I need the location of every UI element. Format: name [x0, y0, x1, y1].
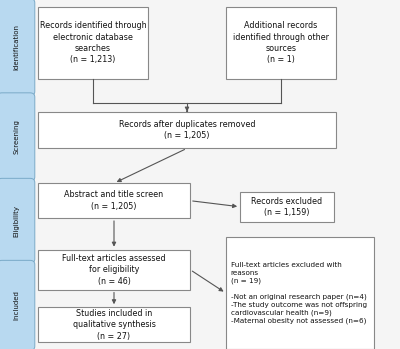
FancyBboxPatch shape: [0, 93, 35, 181]
FancyBboxPatch shape: [38, 307, 190, 342]
FancyBboxPatch shape: [240, 192, 334, 222]
FancyBboxPatch shape: [38, 7, 148, 79]
Text: Full-text articles excluded with
reasons
(n = 19)

-Not an original research pap: Full-text articles excluded with reasons…: [231, 262, 367, 324]
Text: Studies included in
qualitative synthesis
(n = 27): Studies included in qualitative synthesi…: [72, 309, 156, 341]
FancyBboxPatch shape: [0, 178, 35, 263]
Text: Full-text articles assessed
for eligibility
(n = 46): Full-text articles assessed for eligibil…: [62, 254, 166, 285]
Text: Records identified through
electronic database
searches
(n = 1,213): Records identified through electronic da…: [40, 21, 146, 65]
Text: Additional records
identified through other
sources
(n = 1): Additional records identified through ot…: [233, 21, 329, 65]
FancyBboxPatch shape: [38, 183, 190, 218]
FancyBboxPatch shape: [226, 7, 336, 79]
FancyBboxPatch shape: [38, 112, 336, 148]
Text: Identification: Identification: [13, 24, 19, 70]
Text: Records excluded
(n = 1,159): Records excluded (n = 1,159): [252, 196, 322, 217]
Text: Screening: Screening: [13, 120, 19, 154]
FancyBboxPatch shape: [226, 237, 374, 349]
FancyBboxPatch shape: [0, 260, 35, 349]
Text: Records after duplicates removed
(n = 1,205): Records after duplicates removed (n = 1,…: [119, 120, 255, 140]
FancyBboxPatch shape: [38, 250, 190, 290]
Text: Included: Included: [13, 290, 19, 320]
Text: Abstract and title screen
(n = 1,205): Abstract and title screen (n = 1,205): [64, 191, 164, 211]
Text: Eligibility: Eligibility: [13, 205, 19, 237]
FancyBboxPatch shape: [0, 0, 35, 96]
